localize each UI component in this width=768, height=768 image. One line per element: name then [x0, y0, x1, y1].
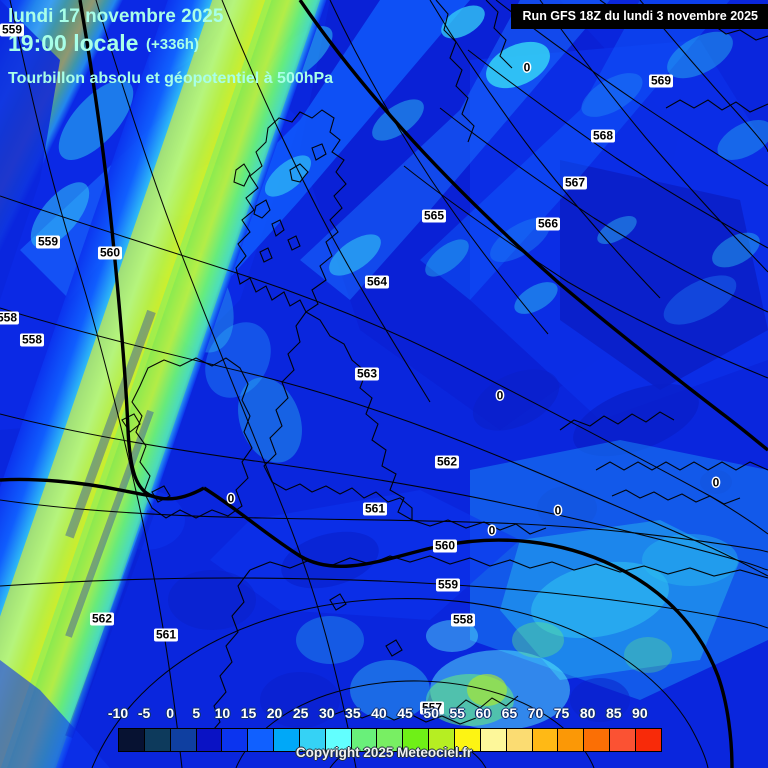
- forecast-time: 19:00 locale: [8, 30, 139, 56]
- legend-tick: 55: [449, 705, 465, 721]
- legend-tick: 5: [192, 705, 201, 721]
- contour-label: 562: [89, 611, 115, 626]
- contour-label: 567: [562, 175, 588, 190]
- contour-label: 566: [535, 216, 561, 231]
- contour-label: 558: [19, 332, 45, 347]
- legend-tick: 15: [240, 705, 257, 721]
- legend-tick: 45: [397, 705, 413, 721]
- zero-vorticity-label: 0: [523, 60, 531, 75]
- map-parameter-title: Tourbillon absolu et géopotentiel à 500h…: [8, 70, 334, 87]
- legend-tick: 80: [579, 705, 596, 721]
- contour-label: 559: [435, 577, 461, 592]
- legend-swatch: [248, 729, 275, 751]
- legend-tick: 35: [345, 705, 361, 721]
- contour-label: 560: [432, 538, 458, 553]
- legend-swatch: [558, 729, 585, 751]
- contour-label: 558: [0, 311, 20, 325]
- legend-swatch: [635, 729, 661, 751]
- legend-swatch: [610, 729, 636, 751]
- legend-swatch: [196, 729, 223, 751]
- legend-tick: -5: [137, 705, 151, 721]
- legend-swatch: [480, 729, 507, 751]
- legend-color-bar: [118, 728, 662, 752]
- legend-tick: 75: [553, 705, 570, 721]
- legend-swatch: [454, 729, 481, 751]
- legend-swatch: [274, 729, 300, 751]
- legend-swatch: [403, 729, 430, 751]
- zero-vorticity-label: 0: [712, 475, 720, 490]
- contour-label: 569: [648, 73, 674, 88]
- legend-swatch: [325, 729, 352, 751]
- contour-label: 557: [419, 700, 445, 715]
- model-run-bar: Run GFS 18Z du lundi 3 novembre 2025: [510, 4, 768, 29]
- contour-label: 562: [434, 454, 460, 469]
- contour-label: 559: [35, 234, 61, 249]
- legend-swatch: [119, 729, 145, 751]
- legend-swatch: [584, 729, 611, 751]
- legend-tick: 10: [214, 705, 231, 721]
- forecast-lead-time: (+336h): [146, 36, 199, 53]
- contour-label: 568: [590, 128, 616, 143]
- legend-swatch: [299, 729, 326, 751]
- zero-vorticity-label: 0: [488, 523, 496, 538]
- legend-tick: 50: [423, 705, 439, 721]
- contour-label: 561: [362, 501, 388, 516]
- legend-tick: 0: [166, 705, 175, 721]
- contour-label: 564: [364, 274, 390, 289]
- legend-tick-labels: -10 -5 0 5 10 15 20 25 30 35 40 45 50 55 60 65 70 75 80 85 9…: [0, 705, 768, 727]
- color-scale-legend: -10 -5 0 5 10 15 20 25 30 35 40 45 50 55 60 65 70 75 80 85 9…: [0, 705, 768, 768]
- legend-tick: 60: [475, 705, 492, 721]
- legend-tick: -10: [107, 705, 129, 721]
- legend-tick: 40: [371, 705, 387, 721]
- contour-label: 561: [153, 627, 179, 642]
- contour-label: 565: [421, 208, 447, 223]
- copyright-notice: Copyright 2025 Meteociel.fr: [295, 745, 473, 760]
- forecast-date: lundi 17 novembre 2025: [8, 6, 224, 27]
- zero-vorticity-label: 0: [554, 503, 562, 518]
- legend-swatch: [222, 729, 249, 751]
- contour-label: 559: [0, 22, 25, 37]
- legend-tick: 25: [292, 705, 309, 721]
- legend-swatch: [532, 729, 559, 751]
- contour-label: 563: [354, 366, 380, 381]
- legend-swatch: [429, 729, 455, 751]
- legend-swatch: [144, 729, 171, 751]
- legend-tick: 70: [527, 705, 544, 721]
- zero-vorticity-label: 0: [496, 388, 504, 403]
- legend-tick: 30: [318, 705, 335, 721]
- contour-label: 560: [97, 245, 123, 260]
- legend-tick: 65: [501, 705, 518, 721]
- zero-vorticity-label: 0: [227, 491, 235, 506]
- legend-swatch: [170, 729, 197, 751]
- legend-tick: 85: [605, 705, 622, 721]
- contour-label: 558: [450, 612, 476, 627]
- legend-swatch: [377, 729, 404, 751]
- model-run-label: Run GFS 18Z du lundi 3 novembre 2025: [522, 9, 758, 23]
- legend-swatch: [351, 729, 378, 751]
- legend-tick: 90: [632, 705, 648, 721]
- legend-swatch: [506, 729, 533, 751]
- legend-tick: 20: [266, 705, 283, 721]
